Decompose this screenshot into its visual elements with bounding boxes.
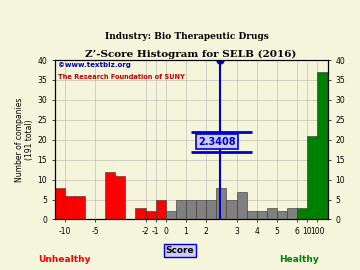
Bar (176, 200, 186, 220)
Bar (318, 72, 328, 220)
Bar (135, 208, 145, 220)
Bar (237, 191, 247, 220)
Bar (166, 211, 176, 220)
Text: ©www.textbiz.org: ©www.textbiz.org (58, 62, 130, 68)
Bar (307, 136, 318, 220)
Title: Z’-Score Histogram for SELB (2016): Z’-Score Histogram for SELB (2016) (85, 50, 297, 59)
Text: Industry: Bio Therapeutic Drugs: Industry: Bio Therapeutic Drugs (105, 32, 269, 41)
Bar (216, 188, 226, 220)
Bar (65, 195, 75, 220)
Text: Healthy: Healthy (279, 255, 319, 264)
Text: Score: Score (166, 246, 194, 255)
Text: The Research Foundation of SUNY: The Research Foundation of SUNY (58, 74, 184, 80)
Bar (196, 200, 206, 220)
Bar (277, 211, 287, 220)
Bar (206, 200, 216, 220)
Bar (267, 208, 277, 220)
Text: Unhealthy: Unhealthy (39, 255, 91, 264)
Bar (115, 176, 125, 220)
Bar (257, 211, 267, 220)
Bar (156, 200, 166, 220)
Bar (75, 195, 85, 220)
Bar (297, 208, 307, 220)
Bar (55, 188, 65, 220)
Text: 2.3408: 2.3408 (198, 137, 236, 147)
Bar (145, 211, 156, 220)
Y-axis label: Number of companies
(191 total): Number of companies (191 total) (15, 97, 35, 182)
Bar (247, 211, 257, 220)
Bar (186, 200, 196, 220)
Bar (226, 200, 237, 220)
Bar (105, 172, 115, 220)
Bar (287, 208, 297, 220)
